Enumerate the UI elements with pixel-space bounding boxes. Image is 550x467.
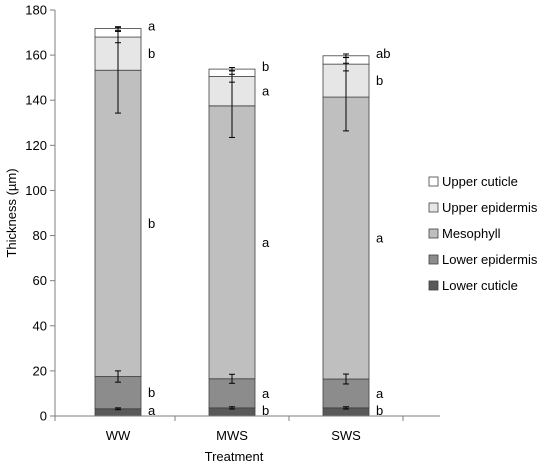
significance-letter: a [376, 386, 384, 401]
significance-letter: b [148, 46, 155, 61]
significance-letter: a [262, 235, 270, 250]
axes-layer [54, 10, 440, 417]
legend-label: Lower epidermis [442, 252, 538, 267]
significance-letter: a [148, 18, 156, 33]
bar-segment [208, 105, 256, 380]
y-tick-label: 140 [25, 93, 47, 108]
significance-letter: b [148, 216, 155, 231]
x-ticks-layer: WW MWS SWS [54, 416, 404, 443]
legend-label: Upper epidermis [442, 200, 538, 215]
x-tick-label: WW [106, 428, 131, 443]
legend-swatch [428, 228, 439, 239]
y-tick-label: 180 [25, 3, 47, 18]
bar-segment [322, 96, 370, 380]
significance-letter: b [376, 73, 383, 88]
y-tick-label: 20 [33, 363, 47, 378]
legend-label: Lower cuticle [442, 278, 518, 293]
legend-label: Mesophyll [442, 226, 501, 241]
y-ticks-layer: 0 20 40 60 80 100 120 140 160 180 [25, 3, 55, 424]
legend-swatch [428, 202, 439, 213]
significance-letter: a [376, 231, 384, 246]
y-axis-title: Thickness (µm) [4, 168, 19, 257]
error-bars-layer [115, 26, 349, 411]
y-tick-label: 40 [33, 318, 47, 333]
legend: Upper cuticle Upper epidermis Mesophyll Low… [428, 174, 538, 293]
y-tick-label: 120 [25, 138, 47, 153]
bar-segment [94, 69, 142, 377]
x-tick-label: SWS [331, 428, 361, 443]
significance-letter: a [262, 84, 270, 99]
legend-swatch [428, 176, 439, 187]
significance-letter: b [376, 403, 383, 418]
legend-swatch [428, 280, 439, 291]
bar-segment [94, 376, 142, 410]
y-tick-label: 80 [33, 228, 47, 243]
y-tick-label: 100 [25, 183, 47, 198]
significance-letter: b [262, 403, 269, 418]
significance-letter: ab [376, 46, 390, 61]
y-tick-label: 60 [33, 273, 47, 288]
y-tick-label: 160 [25, 48, 47, 63]
significance-letter: b [148, 385, 155, 400]
significance-letter: b [262, 59, 269, 74]
significance-letter: a [262, 386, 270, 401]
y-tick-label: 0 [40, 409, 47, 424]
legend-swatch [428, 254, 439, 265]
legend-label: Upper cuticle [442, 174, 518, 189]
x-tick-label: MWS [216, 428, 248, 443]
x-axis-title: Treatment [205, 449, 264, 464]
significance-letter: a [148, 403, 156, 418]
bars-layer [94, 28, 370, 417]
